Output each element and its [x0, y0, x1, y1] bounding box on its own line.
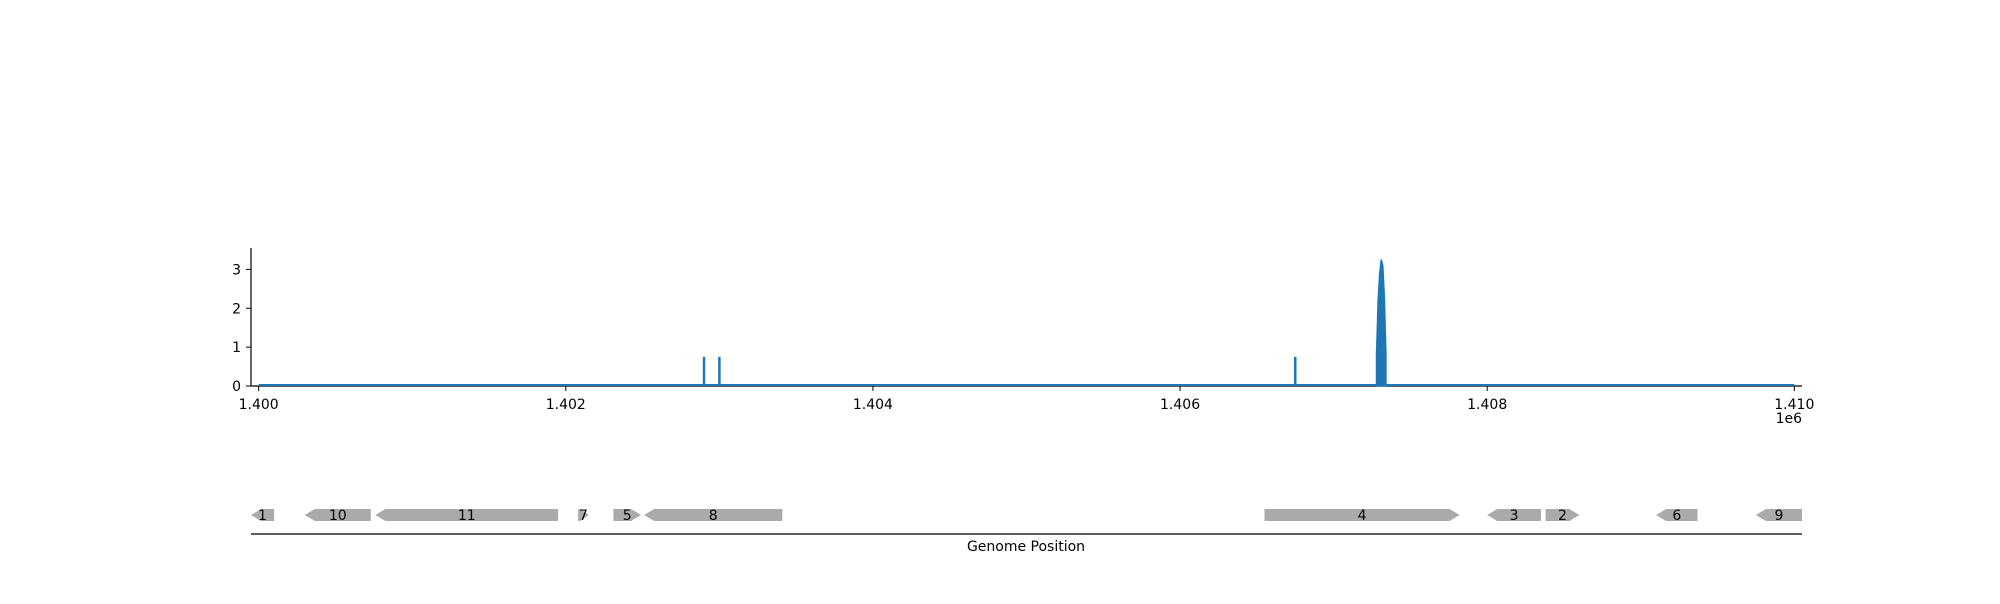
x-tick-label: 1.410: [1774, 397, 1814, 413]
gene-label: 8: [709, 508, 718, 524]
gene-arrow: [1545, 509, 1580, 521]
y-tick-label: 1: [232, 340, 241, 356]
y-tick-label: 3: [232, 262, 241, 278]
gene-label: 5: [623, 508, 632, 524]
x-offset-label: 1e6: [1776, 411, 1803, 427]
x-tick-label: 1.404: [853, 397, 893, 413]
gene-arrow: [1656, 509, 1698, 521]
gene-arrow: [304, 509, 371, 521]
gene-label: 2: [1558, 508, 1567, 524]
gene-label: 1: [258, 508, 267, 524]
y-tick-label: 0: [232, 379, 241, 395]
gene-arrow: [1755, 509, 1802, 521]
gene-arrow: [1487, 509, 1541, 521]
gene-label: 4: [1358, 508, 1367, 524]
gene-arrow: [578, 509, 589, 521]
x-tick-label: 1.406: [1160, 397, 1200, 413]
gene-label: 3: [1510, 508, 1519, 524]
y-ticks: 0 1 2 3: [232, 262, 251, 395]
gene-label: 9: [1775, 508, 1784, 524]
x-ticks: 1.400 1.402 1.404 1.406 1.408 1.410: [239, 386, 1814, 413]
x-tick-label: 1.408: [1467, 397, 1507, 413]
gene-arrow: [375, 509, 559, 521]
gene-label: 7: [579, 508, 588, 524]
x-tick-label: 1.402: [546, 397, 586, 413]
gene-label: 10: [329, 508, 347, 524]
gene-label: 11: [458, 508, 476, 524]
gene-arrow: [1264, 509, 1460, 521]
gene-label: 6: [1672, 508, 1681, 524]
gene-arrow: [613, 509, 642, 521]
gene-arrow: [644, 509, 783, 521]
gene-arrow: [251, 509, 275, 521]
x-tick-label: 1.400: [239, 397, 279, 413]
y-tick-label: 2: [232, 301, 241, 317]
genes: 1 10 11 7 5 8 4 3 2 6 9: [251, 508, 1802, 524]
gene-track-x-axis-label: Genome Position: [967, 539, 1085, 555]
coverage-plot: 0 1 2 3 1.400 1.402 1.404 1.406 1.408 1.410 1e6: [232, 248, 1814, 427]
gene-track: 1 10 11 7 5 8 4 3 2 6 9 Genome Position: [251, 508, 1802, 555]
coverage-series: [258, 259, 1795, 387]
